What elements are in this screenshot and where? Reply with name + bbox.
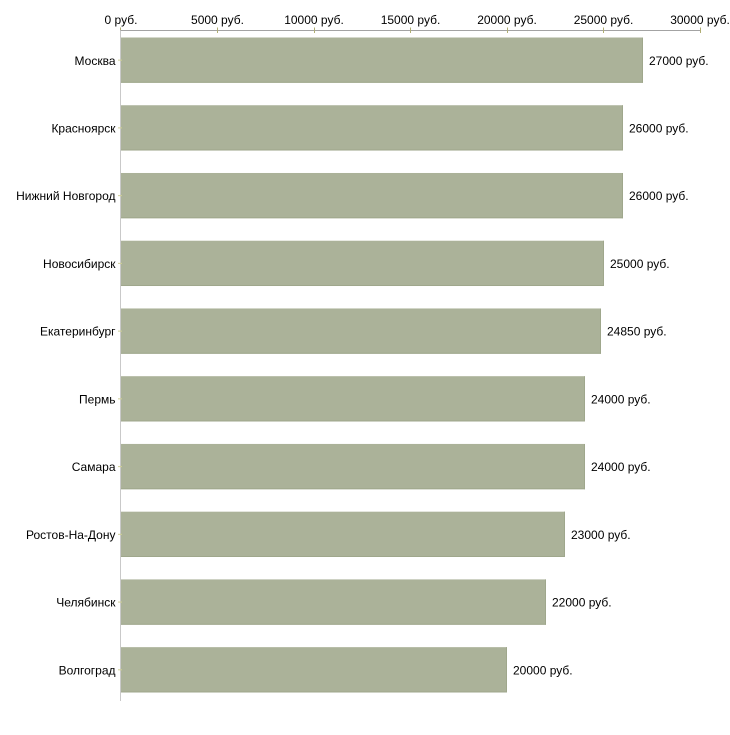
svg-text:Москва: Москва xyxy=(75,54,116,68)
svg-text:Ростов-На-Дону: Ростов-На-Дону xyxy=(26,528,115,542)
svg-text:26000 руб.: 26000 руб. xyxy=(629,121,689,135)
svg-text:Красноярск: Красноярск xyxy=(51,121,116,135)
svg-text:20000 руб.: 20000 руб. xyxy=(513,663,573,677)
svg-text:25000 руб.: 25000 руб. xyxy=(610,257,670,271)
svg-text:24000 руб.: 24000 руб. xyxy=(591,392,651,406)
svg-text:15000 руб.: 15000 руб. xyxy=(381,13,441,27)
svg-text:25000 руб.: 25000 руб. xyxy=(574,13,634,27)
svg-text:Пермь: Пермь xyxy=(79,392,115,406)
svg-text:22000 руб.: 22000 руб. xyxy=(552,596,612,610)
svg-text:20000 руб.: 20000 руб. xyxy=(477,13,537,27)
svg-text:Нижний Новгород: Нижний Новгород xyxy=(16,189,115,203)
svg-text:24000 руб.: 24000 руб. xyxy=(591,460,651,474)
svg-text:Челябинск: Челябинск xyxy=(56,596,116,610)
svg-text:24850 руб.: 24850 руб. xyxy=(607,325,667,339)
svg-text:23000 руб.: 23000 руб. xyxy=(571,528,631,542)
svg-text:26000 руб.: 26000 руб. xyxy=(629,189,689,203)
svg-text:Екатеринбург: Екатеринбург xyxy=(40,325,116,339)
svg-text:10000 руб.: 10000 руб. xyxy=(284,13,344,27)
svg-text:0 руб.: 0 руб. xyxy=(105,13,138,27)
svg-text:5000 руб.: 5000 руб. xyxy=(191,13,244,27)
svg-text:Волгоград: Волгоград xyxy=(59,663,116,677)
svg-text:27000 руб.: 27000 руб. xyxy=(649,54,709,68)
svg-text:30000 руб.: 30000 руб. xyxy=(670,13,730,27)
svg-text:Новосибирск: Новосибирск xyxy=(43,257,116,271)
svg-text:Самара: Самара xyxy=(72,460,116,474)
